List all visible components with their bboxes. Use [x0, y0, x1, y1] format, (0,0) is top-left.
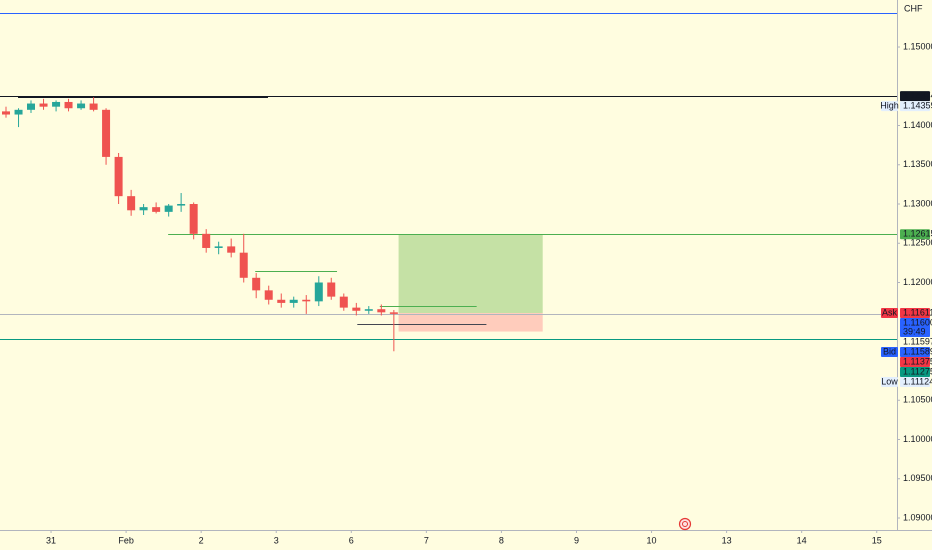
y-tick-label: 1.14000	[903, 120, 932, 130]
loss-zone	[398, 313, 543, 332]
price-tag-side-label: Ask	[882, 307, 898, 317]
price-tag-side-label: Low	[881, 376, 898, 386]
price-tag-side	[881, 347, 898, 358]
candle-body	[339, 296, 348, 308]
x-tick-label: Feb	[118, 535, 134, 545]
candle-body	[252, 277, 261, 291]
price-tag-side-label: Bid	[883, 346, 896, 356]
price-tag	[900, 357, 930, 368]
x-tick-label: 13	[722, 535, 732, 545]
candle-body	[114, 156, 123, 197]
y-tick-label: 1.13000	[903, 198, 932, 208]
currency-label: CHF	[904, 3, 923, 13]
price-tag-label: 1.11375	[903, 356, 932, 366]
x-tick-label: 3	[274, 535, 279, 545]
candle-body	[264, 290, 273, 300]
candle-body	[77, 103, 86, 109]
candle-body	[239, 252, 248, 278]
price-tag-label: 1.11124	[903, 376, 932, 386]
price-tag	[900, 318, 930, 338]
price-tag	[900, 337, 930, 348]
y-tick-label: 1.15000	[903, 41, 932, 51]
y-tick-label: 1.10000	[903, 434, 932, 444]
candle-body	[177, 204, 186, 206]
price-tag-label: 1.11600	[903, 317, 932, 327]
x-tick-label: 7	[424, 535, 429, 545]
candle-body	[364, 309, 373, 311]
price-tag	[900, 347, 930, 358]
candle-body	[102, 109, 111, 157]
price-tag	[900, 308, 930, 319]
price-tag	[900, 101, 930, 112]
y-tick-label: 1.09000	[903, 512, 932, 522]
candle-body	[327, 282, 336, 297]
price-tag-label: 1.11589	[903, 346, 932, 356]
candle-body	[314, 282, 323, 302]
x-tick-label: 10	[647, 535, 657, 545]
candle-body	[139, 207, 148, 211]
price-tag-label: 1.14359	[903, 101, 932, 111]
candle-body	[302, 299, 311, 302]
y-tick-label: 1.13500	[903, 159, 932, 169]
x-tick-label: 14	[797, 535, 807, 545]
candle-body	[152, 207, 161, 212]
plot-layer	[0, 13, 897, 352]
x-tick-label: 2	[199, 535, 204, 545]
candle-body	[202, 233, 211, 248]
candle-body	[52, 101, 61, 107]
candle-body	[227, 246, 236, 253]
price-tag	[900, 91, 930, 102]
event-icon[interactable]	[678, 517, 692, 531]
x-tick-label: 31	[46, 535, 56, 545]
price-tag-label: 1.12615	[903, 229, 932, 239]
candle-body	[127, 196, 136, 211]
candle-body	[39, 103, 48, 107]
price-tag	[900, 229, 930, 240]
price-tag	[900, 377, 930, 388]
price-tag-label: 1.11611	[903, 307, 932, 317]
candle-body	[27, 103, 36, 110]
candle-body	[389, 312, 398, 314]
price-tag-side	[881, 101, 898, 112]
y-tick-label: 1.12500	[903, 238, 932, 248]
price-tag-label: 1.11597	[903, 336, 932, 346]
y-tick-label: 1.12000	[903, 277, 932, 287]
candle-body	[89, 103, 98, 110]
price-tag-side-label: High	[880, 101, 899, 111]
price-tag-side	[881, 377, 898, 388]
candle-body	[352, 307, 361, 311]
candle-body	[164, 205, 173, 212]
y-tick-label: 1.09500	[903, 473, 932, 483]
x-tick-label: 15	[872, 535, 882, 545]
candle-body	[277, 299, 286, 303]
profit-zone	[398, 234, 543, 314]
x-tick-label: 6	[349, 535, 354, 545]
price-tag-label: 1.11275	[903, 366, 932, 376]
candle-body	[214, 246, 223, 248]
price-tag	[900, 367, 930, 378]
y-tick-label: 1.10500	[903, 395, 932, 405]
x-tick-label: 9	[574, 535, 579, 545]
candle-body	[14, 109, 23, 115]
candle-body	[189, 204, 198, 234]
candle-body	[289, 299, 298, 303]
countdown: 39:49	[903, 326, 926, 336]
candle-body	[2, 111, 11, 115]
candle-body	[377, 309, 386, 313]
x-tick-label: 8	[499, 535, 504, 545]
price-tag-label: 1.14374	[903, 91, 932, 101]
candle-body	[64, 101, 73, 109]
price-tag-side	[881, 308, 898, 319]
